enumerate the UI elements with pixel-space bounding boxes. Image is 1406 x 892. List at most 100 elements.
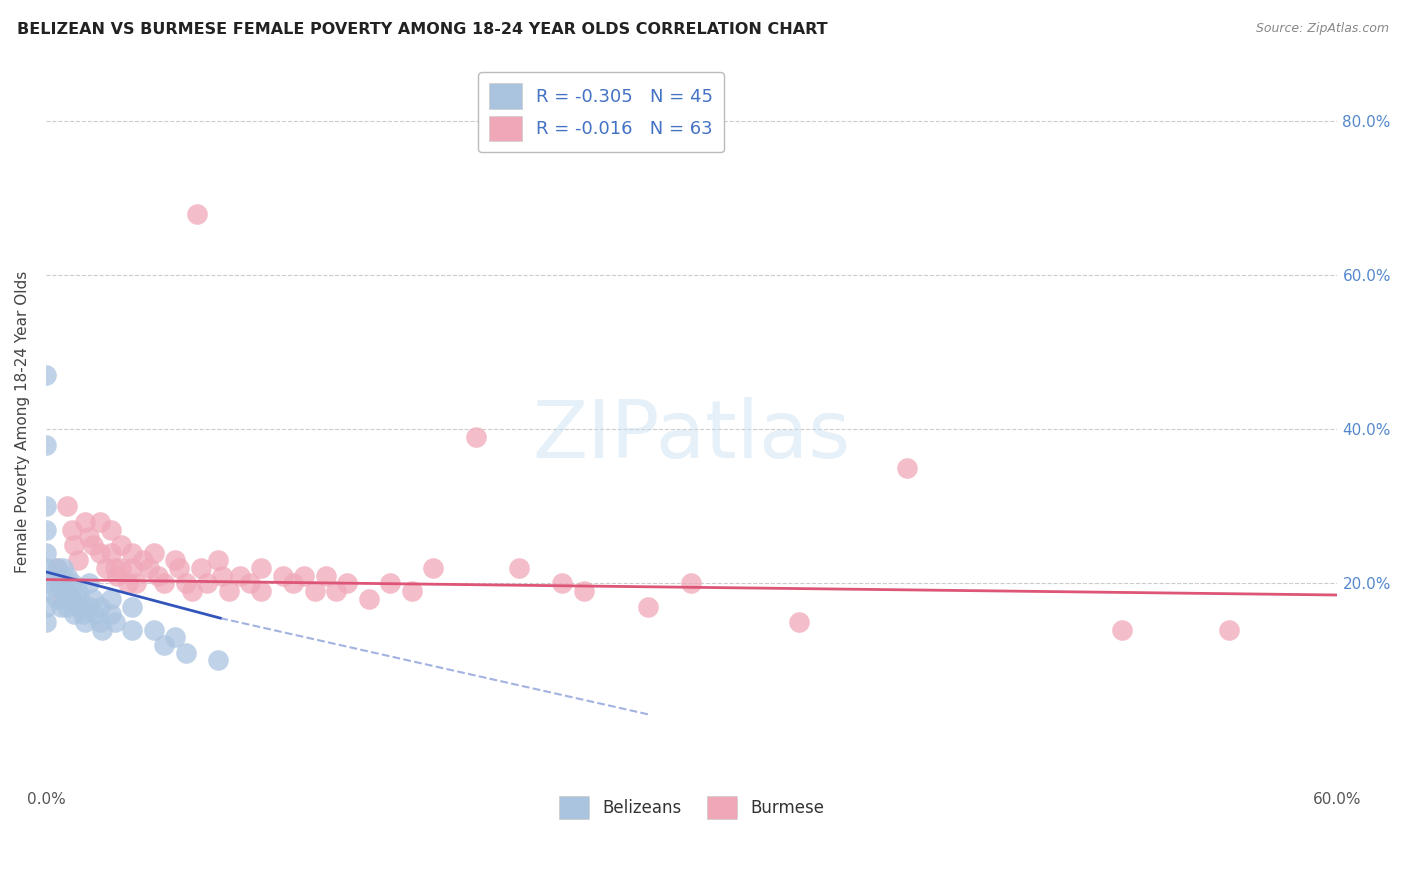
Point (89, 515, 111, 529)
Point (60, 591, 83, 606)
Point (105, 568, 128, 582)
Point (218, 584, 240, 599)
Point (104, 561, 127, 575)
Point (132, 553, 155, 567)
Point (146, 568, 169, 582)
Point (49, 599, 72, 614)
Point (117, 576, 139, 591)
Point (100, 523, 122, 537)
Point (60, 576, 83, 591)
Point (110, 538, 132, 552)
Point (45, 561, 67, 575)
Point (637, 599, 659, 614)
Point (100, 546, 122, 560)
Point (35, 438, 58, 452)
Point (67, 584, 90, 599)
Point (292, 568, 315, 582)
Point (787, 615, 810, 629)
Point (56, 584, 79, 599)
Point (181, 584, 204, 599)
Point (153, 576, 176, 591)
Point (56, 568, 79, 582)
Point (52, 584, 75, 599)
Point (49, 576, 72, 591)
Point (551, 576, 574, 591)
Point (90, 623, 112, 637)
Point (1111, 623, 1133, 637)
Point (45, 591, 67, 606)
Point (67, 599, 90, 614)
Point (82, 538, 104, 552)
Point (35, 584, 58, 599)
Point (142, 623, 165, 637)
Point (228, 568, 250, 582)
Point (138, 561, 160, 575)
Point (104, 615, 127, 629)
Y-axis label: Female Poverty Among 18-24 Year Olds: Female Poverty Among 18-24 Year Olds (15, 270, 30, 573)
Point (465, 430, 488, 444)
Point (165, 631, 187, 645)
Point (60, 523, 83, 537)
Point (67, 553, 90, 567)
Point (35, 523, 58, 537)
Point (250, 561, 273, 575)
Point (121, 546, 143, 560)
Point (207, 653, 229, 667)
Point (52, 591, 75, 606)
Point (35, 615, 58, 629)
Point (100, 607, 122, 622)
Point (380, 576, 402, 591)
Point (174, 646, 197, 660)
Point (89, 599, 111, 614)
Point (336, 576, 359, 591)
Point (1218, 623, 1240, 637)
Point (63, 538, 86, 552)
Point (283, 576, 305, 591)
Point (52, 561, 75, 575)
Point (77, 576, 100, 591)
Point (35, 561, 58, 575)
Point (77, 530, 100, 544)
Point (121, 599, 143, 614)
Point (239, 576, 262, 591)
Point (174, 576, 197, 591)
Point (357, 591, 380, 606)
Text: Source: ZipAtlas.com: Source: ZipAtlas.com (1256, 22, 1389, 36)
Point (315, 568, 337, 582)
Point (304, 584, 326, 599)
Point (100, 591, 122, 606)
Point (190, 561, 212, 575)
Point (422, 561, 444, 575)
Point (35, 546, 58, 560)
Point (96, 561, 118, 575)
Point (121, 623, 143, 637)
Point (77, 599, 100, 614)
Point (63, 607, 86, 622)
Point (186, 207, 208, 221)
Point (73, 615, 96, 629)
Point (169, 561, 191, 575)
Point (82, 591, 104, 606)
Point (681, 576, 703, 591)
Point (73, 515, 96, 529)
Point (325, 584, 347, 599)
Point (508, 561, 530, 575)
Point (271, 568, 294, 582)
Point (153, 638, 176, 652)
Point (72, 607, 94, 622)
Point (572, 584, 595, 599)
Point (45, 561, 67, 575)
Point (49, 576, 72, 591)
Point (45, 576, 67, 591)
Point (211, 568, 233, 582)
Point (110, 561, 132, 575)
Point (35, 599, 58, 614)
Text: BELIZEAN VS BURMESE FEMALE POVERTY AMONG 18-24 YEAR OLDS CORRELATION CHART: BELIZEAN VS BURMESE FEMALE POVERTY AMONG… (17, 22, 828, 37)
Point (142, 546, 165, 560)
Point (56, 599, 79, 614)
Point (207, 553, 229, 567)
Point (250, 584, 273, 599)
Point (896, 461, 918, 475)
Point (195, 576, 218, 591)
Point (165, 553, 187, 567)
